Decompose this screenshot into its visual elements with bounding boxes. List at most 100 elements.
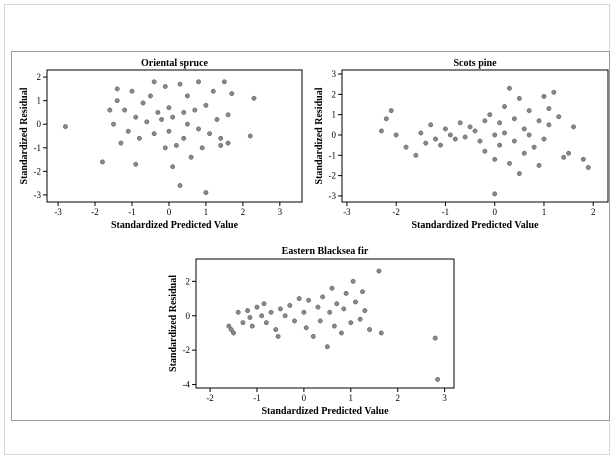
- data-point: [111, 121, 116, 127]
- data-point: [303, 325, 309, 331]
- data-point: [383, 116, 389, 122]
- x-tick-label: -1: [128, 207, 136, 217]
- x-tick-label: -2: [392, 207, 400, 217]
- data-point: [457, 120, 463, 126]
- data-point: [348, 320, 354, 326]
- data-point: [507, 85, 512, 91]
- data-point: [435, 376, 441, 382]
- data-point: [343, 290, 349, 296]
- data-point: [521, 150, 527, 156]
- data-point: [580, 156, 586, 162]
- data-point: [317, 318, 323, 324]
- data-point: [249, 323, 255, 329]
- data-point: [442, 126, 448, 132]
- data-point: [296, 296, 302, 302]
- x-tick-label: 3: [442, 393, 447, 403]
- data-point: [541, 93, 547, 99]
- data-point: [225, 140, 231, 146]
- y-tick-label: 0: [37, 119, 42, 129]
- data-point: [162, 145, 168, 151]
- data-point: [526, 108, 532, 114]
- data-point: [536, 118, 542, 124]
- data-point: [173, 142, 179, 148]
- data-point: [482, 118, 488, 124]
- data-point: [166, 128, 172, 134]
- data-point: [221, 79, 227, 85]
- data-point: [350, 278, 356, 284]
- data-point: [245, 308, 251, 314]
- data-point: [536, 162, 542, 168]
- data-point: [282, 313, 288, 319]
- data-point: [393, 132, 399, 138]
- x-axis-label: Standardized Predicted Value: [261, 406, 389, 417]
- data-point: [320, 294, 326, 300]
- data-point: [277, 306, 283, 312]
- data-point: [403, 144, 409, 150]
- data-point: [181, 109, 187, 115]
- x-tick-label: 2: [591, 207, 596, 217]
- data-point: [188, 154, 194, 160]
- data-point: [203, 102, 209, 108]
- data-point: [428, 122, 434, 128]
- y-axis-label: Standardized Residual: [19, 87, 30, 184]
- data-point: [376, 268, 382, 274]
- data-point: [166, 105, 172, 111]
- data-point: [133, 161, 139, 167]
- data-point: [148, 93, 153, 99]
- data-point: [477, 138, 483, 144]
- data-point: [214, 117, 220, 122]
- y-tick-label: 0: [332, 130, 337, 140]
- plot-frame: [195, 258, 455, 389]
- data-point: [367, 327, 373, 332]
- data-point: [251, 95, 257, 101]
- data-point: [462, 134, 468, 140]
- data-point: [378, 128, 384, 134]
- x-tick-label: 0: [492, 207, 497, 217]
- data-point: [418, 130, 424, 136]
- data-point: [118, 140, 124, 146]
- data-point: [507, 160, 512, 166]
- x-tick-label: 1: [204, 207, 209, 217]
- x-tick-label: -3: [343, 207, 351, 217]
- data-point: [273, 327, 279, 332]
- y-tick-label: 2: [186, 276, 191, 286]
- data-point: [546, 106, 552, 112]
- data-point: [472, 128, 478, 134]
- data-point: [196, 79, 201, 85]
- data-point: [492, 191, 498, 197]
- data-point: [467, 124, 473, 130]
- data-point: [511, 138, 517, 144]
- data-point: [301, 309, 307, 315]
- data-point: [254, 304, 260, 310]
- x-tick-label: 1: [349, 393, 354, 403]
- data-point: [196, 126, 201, 132]
- x-tick-label: 0: [302, 393, 307, 403]
- y-tick-label: 2: [37, 72, 42, 82]
- data-point: [247, 133, 253, 139]
- data-point: [516, 171, 522, 177]
- scatter-panel-1: Oriental spruce-3 -2 -1 0 1 2 3-3-2-1012Standa…: [19, 58, 303, 231]
- chart-title: Scots pine: [453, 58, 497, 69]
- y-tick-label: -2: [34, 166, 42, 176]
- data-point: [140, 100, 146, 106]
- x-tick-label: -2: [91, 207, 99, 217]
- chart-title: Eastern Blacksea fir: [282, 246, 369, 257]
- data-point: [122, 107, 128, 113]
- data-point: [275, 333, 281, 339]
- data-point: [432, 335, 438, 341]
- data-point: [133, 114, 139, 120]
- x-tick-label: -1: [442, 207, 450, 217]
- data-point: [129, 88, 135, 94]
- y-axis-label: Standardized Residual: [314, 87, 325, 184]
- data-point: [162, 84, 168, 89]
- data-point: [497, 120, 503, 126]
- data-point: [125, 128, 131, 134]
- y-tick-label: 3: [332, 69, 337, 79]
- data-point: [492, 156, 498, 162]
- data-point: [526, 132, 532, 138]
- data-point: [151, 79, 157, 85]
- data-point: [452, 136, 458, 142]
- data-point: [447, 132, 453, 138]
- data-point: [107, 107, 113, 113]
- scatter-panel-3: Eastern Blacksea fir -2 -1 0 1 2 3 -4 -2 0 2 Standa…: [168, 246, 455, 417]
